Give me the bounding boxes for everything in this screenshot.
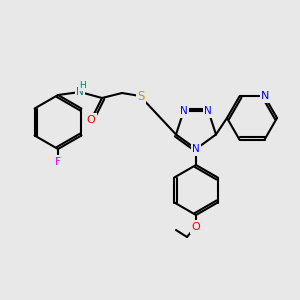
Text: O: O — [87, 115, 95, 125]
Text: N: N — [192, 144, 200, 154]
Text: N: N — [180, 106, 188, 116]
Text: O: O — [192, 222, 200, 232]
Text: S: S — [137, 89, 145, 103]
Text: N: N — [205, 106, 212, 116]
Text: N: N — [261, 91, 270, 101]
Text: N: N — [76, 87, 84, 97]
Text: H: H — [80, 80, 86, 89]
Text: F: F — [55, 157, 61, 167]
